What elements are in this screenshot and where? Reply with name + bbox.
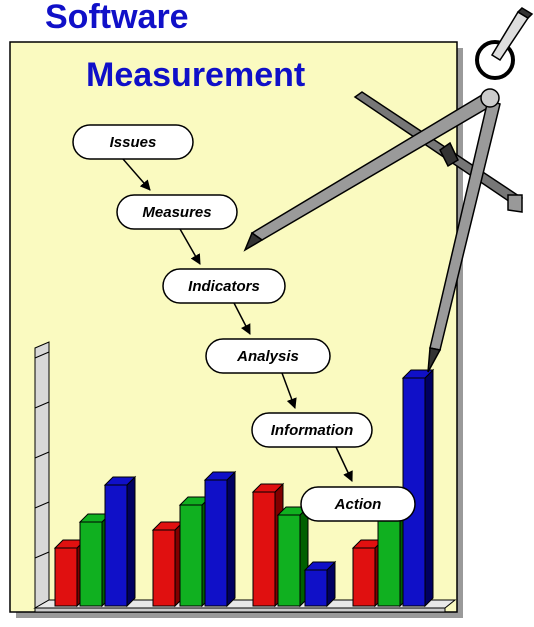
bar-front (180, 505, 202, 606)
node-label: Indicators (188, 278, 260, 295)
bar-front (253, 492, 275, 606)
bar-front (205, 480, 227, 606)
bar-front (305, 570, 327, 606)
bar-side (425, 370, 433, 606)
chart-floor-front (35, 608, 445, 612)
title-line2: Measurement (86, 56, 305, 94)
node-label: Information (271, 422, 354, 439)
node-label: Issues (110, 134, 157, 151)
bar-front (153, 530, 175, 606)
illustration: Software Measurement Issues Measures Indic… (0, 0, 534, 627)
bar-front (105, 485, 127, 606)
node-label: Measures (142, 204, 211, 221)
bar-front (378, 520, 400, 606)
title-line1: Software (45, 0, 189, 36)
bar-front (353, 548, 375, 606)
chart-wall (35, 342, 49, 608)
node-label: Analysis (236, 348, 299, 365)
bar-front (80, 522, 102, 606)
bar-side (227, 472, 235, 606)
bar-side (127, 477, 135, 606)
bar-front (278, 515, 300, 606)
node-label: Action (334, 496, 382, 513)
bar-front (55, 548, 77, 606)
